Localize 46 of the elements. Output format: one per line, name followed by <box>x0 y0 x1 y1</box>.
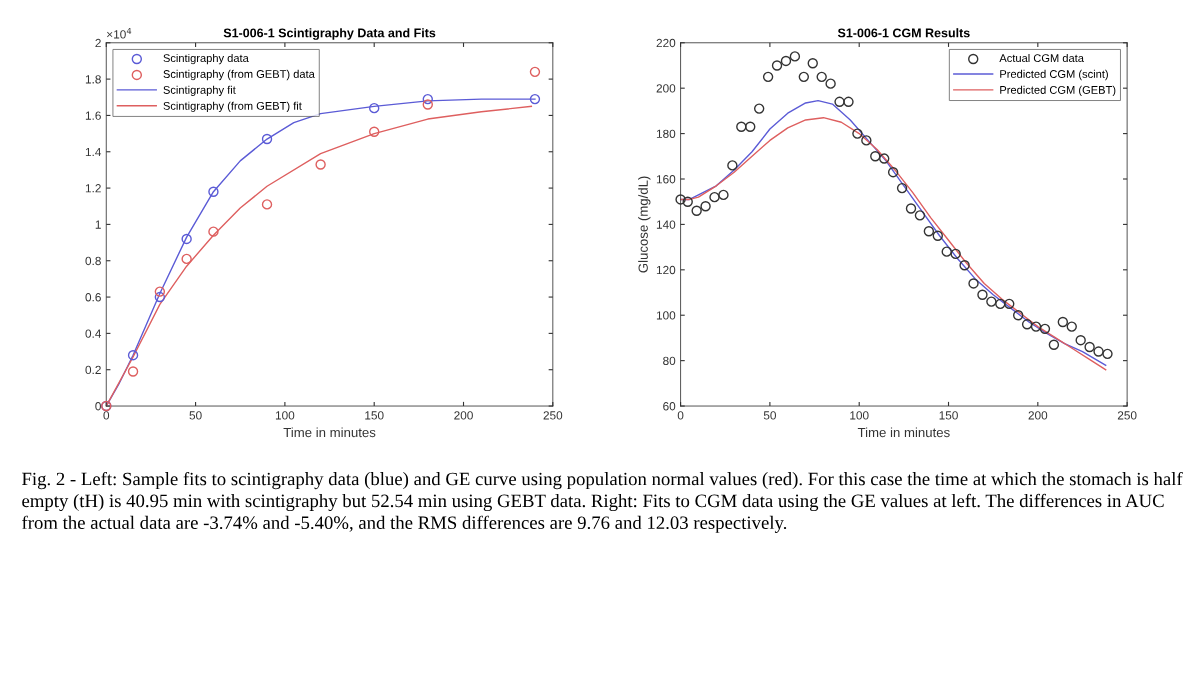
y-tick-label: 0.2 <box>85 365 101 375</box>
y-tick-label: 120 <box>656 265 676 275</box>
y-tick-label: 1.4 <box>85 147 102 157</box>
legend-label: Scintigraphy (from GEBT) data <box>163 69 315 81</box>
y-tick-label: 2 <box>95 38 101 48</box>
x-tick-label: 250 <box>1117 411 1137 420</box>
x-axis-title: Time in minutes <box>857 427 950 438</box>
x-tick-label: 100 <box>850 411 869 420</box>
y-tick-label: 1.6 <box>85 111 101 120</box>
y-tick-label: 60 <box>663 402 676 411</box>
x-tick-label: 100 <box>275 411 295 420</box>
y-axis-title: Glucose (mg/dL) <box>638 176 651 273</box>
legend-label: Scintigraphy data <box>163 53 249 65</box>
y-tick-label: 160 <box>656 175 676 184</box>
x-tick-label: 250 <box>543 411 563 420</box>
x-tick-label: 150 <box>939 411 958 420</box>
y-tick-label: 140 <box>656 220 676 229</box>
x-tick-label: 0 <box>677 411 684 420</box>
x-tick-label: 0 <box>103 411 110 420</box>
y-tick-label: 0.6 <box>85 293 101 302</box>
legend-label: Actual CGM data <box>999 53 1084 63</box>
legend-label: Scintigraphy (from GEBT) fit <box>163 101 302 112</box>
y-tick-label: 1.2 <box>85 184 101 193</box>
x-tick-label: 50 <box>763 411 776 420</box>
legend-label: Scintigraphy fit <box>163 85 236 97</box>
x-tick-label: 200 <box>1028 411 1048 420</box>
chart-title: S1-006-1 Scintigraphy Data and Fits <box>223 28 436 40</box>
legend-label: Predicted CGM (GEBT) <box>1000 85 1116 97</box>
y-tick-label: 1 <box>95 220 101 229</box>
x-tick-label: 200 <box>454 411 473 420</box>
y-tick-label: 180 <box>656 129 676 138</box>
y-tick-label: 0 <box>95 402 101 411</box>
text: ×10$^{4}$ <box>107 27 132 39</box>
x-tick-label: 50 <box>189 411 202 420</box>
y-tick-label: 100 <box>656 311 676 320</box>
y-tick-label: 1.8 <box>85 75 101 84</box>
y-tick-label: 0.4 <box>85 329 102 338</box>
chart-title: S1-006-1 CGM Results <box>837 28 970 38</box>
legend-label: Predicted CGM (scint) <box>1000 69 1108 81</box>
x-tick-label: 150 <box>365 411 384 420</box>
caption: Fig. 2 - Left: Sample fits to scintigraphy data (blue) and GE curve using population normal values (red). For this case the time at which the stomach is half empty (tH) is 40.95 min with scintigraphy but 52.54 min using GEBT data. Right: Fits to CGM data using the GE values at left. The differences in AUC from the actual data are -3.74% and -5.40%, and the RMS differences are 9.76 and 12.03 respectively. <box>22 471 1183 533</box>
y-tick-label: 0.8 <box>85 256 101 266</box>
y-tick-label: 200 <box>656 84 676 93</box>
x-axis-title: Time in minutes <box>283 427 376 438</box>
y-tick-label: 220 <box>656 38 676 48</box>
y-tick-label: 80 <box>663 356 676 366</box>
